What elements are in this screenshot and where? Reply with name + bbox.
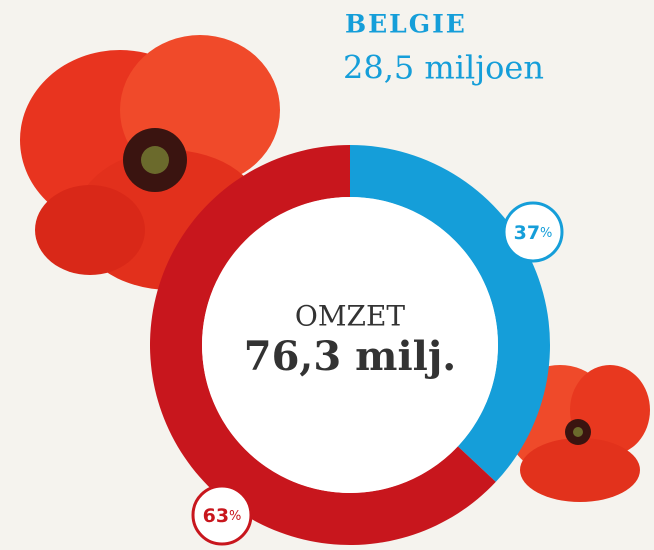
donut-segment [149, 145, 496, 545]
center-label: OMZET [295, 300, 406, 333]
value-label: 37% [514, 222, 553, 244]
center-value: 76,3 milj. [244, 333, 456, 380]
annotation: 28,5 miljoen [343, 49, 544, 87]
donut-hole [202, 197, 498, 493]
label-bubble [502, 201, 564, 263]
poppy-large [20, 35, 280, 290]
donut-segment [350, 145, 550, 482]
donut [149, 145, 550, 545]
label-bubble [191, 484, 253, 546]
category-label: BELGIE [345, 10, 467, 39]
value-label: 63% [203, 505, 242, 527]
